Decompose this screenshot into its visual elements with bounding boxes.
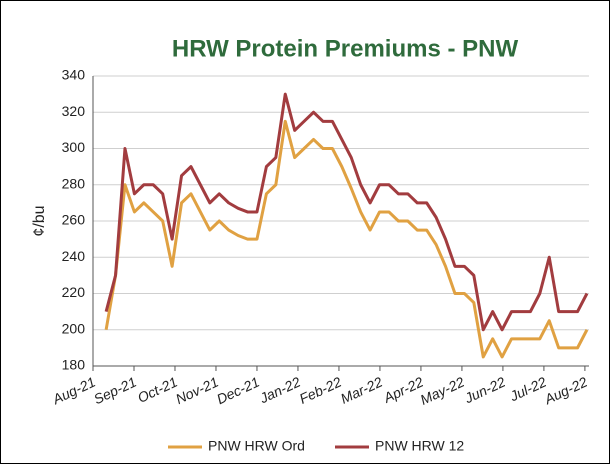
y-axis-label: ¢/bu — [31, 205, 48, 236]
series-line — [104, 92, 589, 332]
legend-label: PNW HRW 12 — [375, 438, 464, 454]
y-tick-label: 220 — [62, 284, 86, 300]
y-tick-label: 260 — [62, 212, 86, 228]
y-tick-label: 340 — [62, 67, 86, 83]
y-tick-label: 240 — [62, 248, 86, 264]
y-tick-label: 300 — [62, 139, 86, 155]
series-line — [104, 119, 589, 359]
y-tick-label: 180 — [62, 357, 86, 373]
y-tick-label: 280 — [62, 175, 86, 191]
chart-title: HRW Protein Premiums - PNW — [172, 35, 519, 62]
y-tick-label: 200 — [62, 320, 86, 336]
legend-label: PNW HRW Ord — [208, 438, 305, 454]
y-tick-label: 320 — [62, 103, 86, 119]
